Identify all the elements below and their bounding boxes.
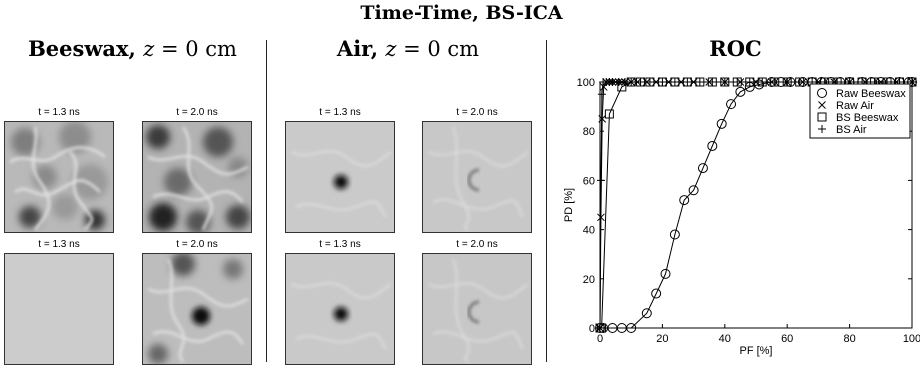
- image-label: t = 1.3 ns: [319, 107, 361, 118]
- data-point: [783, 78, 792, 86]
- data-point: [908, 78, 916, 86]
- panel-depth-value: = 0 cm: [396, 37, 480, 61]
- air-image-t1: [285, 121, 395, 233]
- roc-chart: 0 20 40 60 80 100 0 20 40 60 80 100 PF [%] PD [%] Raw…: [563, 77, 920, 357]
- image-label: t = 1.3 ns: [38, 107, 80, 118]
- data-point: [754, 79, 765, 90]
- data-point: [795, 78, 804, 86]
- x-tick-label: 100: [903, 333, 920, 345]
- data-point: [617, 82, 627, 92]
- legend-label: BS Beeswax: [836, 112, 899, 124]
- data-point: [726, 99, 737, 110]
- image-label: t = 2.0 ns: [456, 107, 498, 118]
- panel-title-air: Air, z = 0 cm: [268, 36, 548, 61]
- figure-title: Time-Time, BS-ICA: [360, 2, 563, 24]
- panel-depth-var: z: [143, 37, 155, 61]
- panel-divider: [266, 40, 267, 362]
- data-point: [645, 78, 654, 86]
- data-point: [626, 323, 637, 333]
- x-tick-label: 60: [781, 333, 793, 345]
- data-point: [733, 78, 742, 86]
- legend-label: Raw Air: [836, 100, 874, 112]
- data-point: [596, 324, 604, 332]
- data-point: [758, 78, 767, 86]
- image-label: t = 1.3 ns: [319, 239, 361, 250]
- legend-marker: [817, 88, 827, 98]
- panel-depth-value: = 0 cm: [154, 37, 237, 61]
- data-point: [720, 78, 729, 86]
- y-tick-label: 20: [583, 274, 595, 286]
- y-tick-label: 0: [589, 323, 595, 335]
- data-point: [658, 78, 667, 86]
- data-point: [745, 78, 754, 86]
- y-tick-label: 80: [583, 126, 595, 138]
- data-point: [598, 115, 607, 123]
- data-point: [735, 86, 746, 97]
- legend-label: BS Air: [836, 124, 867, 136]
- y-tick-label: 100: [577, 77, 595, 89]
- data-point: [660, 268, 671, 279]
- air-image-t2: [422, 121, 532, 233]
- panel-material: Beeswax,: [28, 36, 136, 61]
- panel-depth-var: z: [385, 37, 397, 61]
- roc-axes: 0 20 40 60 80 100 0 20 40 60 80 100 PF [%] PD [%]: [563, 77, 920, 357]
- y-tick-label: 60: [583, 175, 595, 187]
- data-point: [651, 288, 662, 299]
- data-point: [697, 163, 708, 174]
- beeswax-bs-image-t2: [142, 253, 252, 365]
- data-point: [708, 78, 717, 86]
- data-point: [716, 118, 727, 129]
- air-bs-image-t1: [285, 253, 395, 365]
- beeswax-bs-image-t1: [4, 253, 114, 365]
- data-point: [695, 78, 704, 86]
- x-tick-label: 40: [719, 333, 731, 345]
- legend-marker: [818, 101, 826, 109]
- image-label: t = 2.0 ns: [176, 239, 218, 250]
- data-point: [627, 78, 636, 86]
- panel-title-beeswax: Beeswax, z = 0 cm: [0, 36, 265, 61]
- data-point: [636, 78, 645, 86]
- roc-panel-title: ROC: [709, 36, 762, 61]
- image-label: t = 2.0 ns: [456, 239, 498, 250]
- data-point: [670, 78, 679, 86]
- data-point: [707, 140, 718, 151]
- x-tick-label: 0: [597, 333, 603, 345]
- x-axis-label: PF [%]: [739, 345, 772, 357]
- data-point: [770, 78, 779, 86]
- data-point: [669, 229, 680, 240]
- data-point: [596, 176, 605, 185]
- data-point: [597, 90, 606, 99]
- x-tick-label: 20: [656, 333, 668, 345]
- panel-divider: [546, 40, 547, 362]
- panel-material: Air,: [336, 36, 379, 61]
- y-tick-label: 40: [583, 225, 595, 237]
- legend-label: Raw Beeswax: [836, 88, 906, 100]
- beeswax-image-t1: [4, 121, 114, 233]
- image-label: t = 1.3 ns: [38, 239, 80, 250]
- legend-marker: [818, 125, 826, 133]
- beeswax-image-t2: [142, 121, 252, 233]
- legend-marker: [817, 112, 827, 122]
- data-point: [683, 78, 692, 86]
- image-label: t = 2.0 ns: [176, 107, 218, 118]
- data-point: [688, 185, 699, 196]
- data-point: [604, 109, 614, 119]
- data-point: [641, 308, 652, 319]
- air-bs-image-t2: [422, 253, 532, 365]
- x-tick-label: 80: [843, 333, 855, 345]
- y-axis-label: PD [%]: [563, 188, 575, 222]
- data-point: [679, 195, 690, 206]
